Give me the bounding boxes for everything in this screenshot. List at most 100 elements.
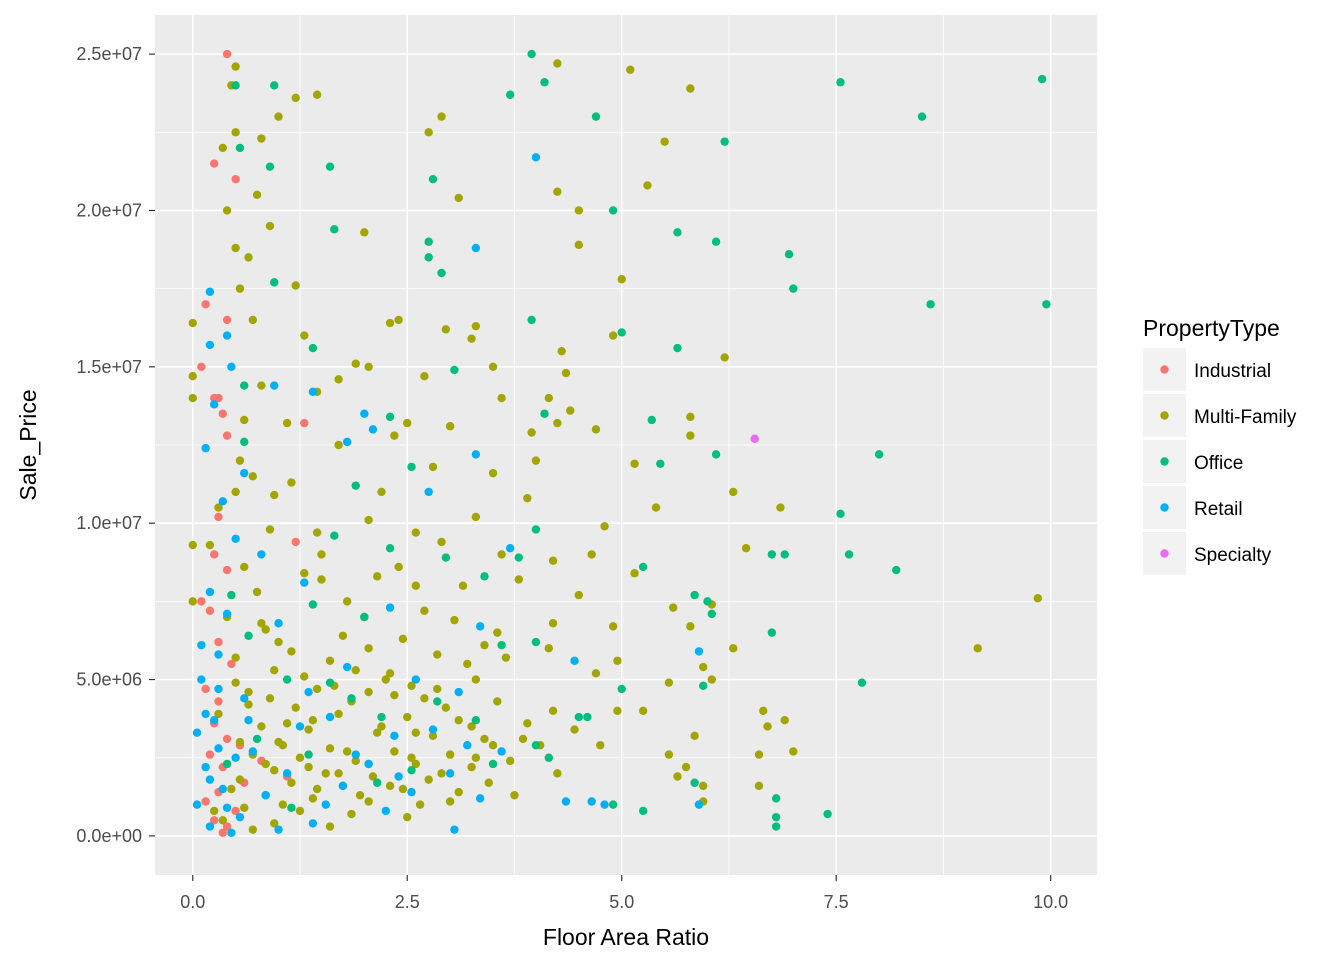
data-point <box>360 409 369 418</box>
data-point <box>342 437 352 447</box>
data-point <box>278 800 288 809</box>
data-point <box>231 128 240 137</box>
data-point <box>270 819 279 828</box>
data-point <box>690 731 699 741</box>
data-point <box>244 253 253 262</box>
data-point <box>227 590 236 600</box>
data-point <box>214 512 223 522</box>
data-point <box>690 778 699 787</box>
data-point <box>660 137 669 146</box>
data-point <box>428 725 438 734</box>
data-point <box>926 300 935 309</box>
data-point <box>274 619 283 628</box>
data-point <box>252 190 262 200</box>
data-point <box>471 321 481 331</box>
y-axis: 0.0e+00 5.0e+06 1.0e+07 1.5e+07 2.0e+07 2.5e+… <box>76 44 155 846</box>
data-point <box>428 174 438 184</box>
data-point <box>480 734 489 744</box>
data-point <box>201 684 210 694</box>
data-point <box>214 709 223 719</box>
data-point <box>673 228 682 237</box>
data-point <box>424 253 433 262</box>
data-point <box>437 112 446 121</box>
data-point <box>613 706 622 716</box>
data-point <box>214 650 223 659</box>
data-point <box>394 315 403 325</box>
data-point <box>222 734 232 744</box>
data-point <box>188 372 197 381</box>
data-point <box>291 93 300 103</box>
legend-key-marker <box>1160 365 1169 374</box>
data-point <box>222 609 232 619</box>
data-point <box>445 769 455 778</box>
data-point <box>218 828 227 837</box>
data-point <box>355 791 365 800</box>
data-point <box>471 512 481 522</box>
y-tick-label: 2.0e+07 <box>76 200 142 220</box>
data-point <box>493 628 502 637</box>
data-point <box>338 631 348 640</box>
data-point <box>347 694 356 703</box>
data-point <box>364 362 373 372</box>
data-point <box>771 794 781 803</box>
data-point <box>330 225 339 234</box>
data-point <box>780 716 789 725</box>
data-point <box>278 741 288 750</box>
data-point <box>240 694 249 703</box>
data-point <box>411 581 421 590</box>
data-point <box>222 803 232 812</box>
data-point <box>227 828 236 837</box>
data-point <box>484 778 493 787</box>
data-point <box>282 675 292 684</box>
data-point <box>754 781 764 791</box>
data-point <box>244 631 253 640</box>
data-point <box>437 537 446 547</box>
data-point <box>458 581 468 590</box>
data-point <box>514 553 523 562</box>
data-point <box>518 734 528 744</box>
data-point <box>445 797 455 806</box>
data-point <box>471 450 481 459</box>
data-point <box>626 65 635 74</box>
data-point <box>407 462 416 472</box>
data-point <box>312 784 322 794</box>
data-point <box>531 637 541 647</box>
data-point <box>467 722 476 731</box>
data-point <box>368 772 378 781</box>
data-point <box>420 372 429 381</box>
data-point <box>553 59 562 68</box>
data-point <box>720 137 729 146</box>
data-point <box>312 528 322 537</box>
data-point <box>385 412 395 422</box>
data-point <box>823 809 832 819</box>
data-point <box>368 425 378 434</box>
data-point <box>729 487 738 497</box>
data-point <box>681 762 691 772</box>
data-point <box>373 778 382 787</box>
data-point <box>192 800 202 809</box>
data-point <box>647 415 656 425</box>
data-point <box>214 684 223 694</box>
data-point <box>240 562 249 572</box>
legend-label: Industrial <box>1194 361 1271 382</box>
data-point <box>651 503 661 512</box>
data-point <box>437 268 446 278</box>
data-point <box>231 678 240 687</box>
data-point <box>973 644 982 653</box>
data-point <box>252 734 262 744</box>
data-point <box>505 90 515 99</box>
data-point <box>257 134 266 143</box>
y-tick-label: 2.5e+07 <box>76 44 142 64</box>
data-point <box>617 328 626 337</box>
data-point <box>201 300 210 309</box>
data-point <box>398 784 408 794</box>
data-point <box>364 644 373 653</box>
y-tick-label: 0.0e+00 <box>76 826 142 846</box>
data-point <box>205 340 215 350</box>
data-point <box>1042 300 1051 309</box>
data-point <box>411 728 421 737</box>
data-point <box>454 787 463 797</box>
data-point <box>703 597 712 606</box>
data-point <box>771 822 781 831</box>
data-point <box>270 381 279 390</box>
